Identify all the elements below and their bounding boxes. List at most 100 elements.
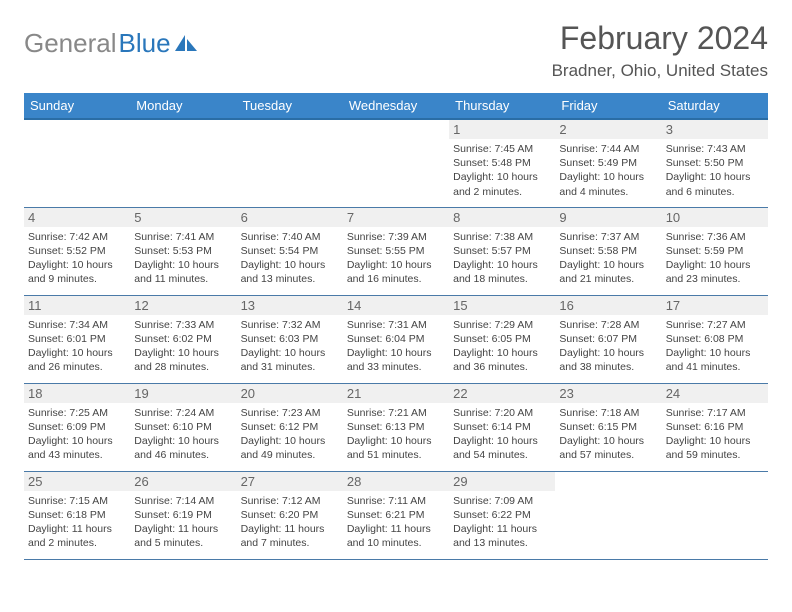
daylight-label: Daylight: 10 hours and 54 minutes. — [453, 434, 551, 462]
calendar-day-cell: 17Sunrise: 7:27 AMSunset: 6:08 PMDayligh… — [662, 295, 768, 383]
calendar-day-cell: 23Sunrise: 7:18 AMSunset: 6:15 PMDayligh… — [555, 383, 661, 471]
calendar-day-cell: 5 Sunrise: 7:41 AMSunset: 5:53 PMDaylight… — [130, 207, 236, 295]
sunset-label: Sunset: 6:05 PM — [453, 332, 551, 346]
day-details: Sunrise: 7:09 AMSunset: 6:22 PMDaylight:… — [453, 494, 551, 551]
sunset-label: Sunset: 5:52 PM — [28, 244, 126, 258]
daylight-label: Daylight: 10 hours and 43 minutes. — [28, 434, 126, 462]
day-details: Sunrise: 7:42 AMSunset: 5:52 PMDaylight:… — [28, 230, 126, 287]
sunset-label: Sunset: 5:54 PM — [241, 244, 339, 258]
calendar-day-cell: 7Sunrise: 7:39 AMSunset: 5:55 PMDaylight… — [343, 207, 449, 295]
sunrise-label: Sunrise: 7:43 AM — [666, 142, 764, 156]
sunset-label: Sunset: 6:08 PM — [666, 332, 764, 346]
calendar-day-cell: 2Sunrise: 7:44 AMSunset: 5:49 PMDaylight… — [555, 119, 661, 207]
calendar-week-row: 18 Sunrise: 7:25 AMSunset: 6:09 PMDayligh… — [24, 383, 768, 471]
calendar-day-cell: 29Sunrise: 7:09 AMSunset: 6:22 PMDayligh… — [449, 471, 555, 559]
day-number: 5 — [130, 208, 236, 227]
calendar-day-cell: 22Sunrise: 7:20 AMSunset: 6:14 PMDayligh… — [449, 383, 555, 471]
sunset-label: Sunset: 6:09 PM — [28, 420, 126, 434]
weekday-header: Wednesday — [343, 93, 449, 119]
calendar-day-cell: 24Sunrise: 7:17 AMSunset: 6:16 PMDayligh… — [662, 383, 768, 471]
calendar-day-cell — [130, 119, 236, 207]
daylight-label: Daylight: 10 hours and 23 minutes. — [666, 258, 764, 286]
calendar-day-cell: 10Sunrise: 7:36 AMSunset: 5:59 PMDayligh… — [662, 207, 768, 295]
sunrise-label: Sunrise: 7:38 AM — [453, 230, 551, 244]
calendar-day-cell: 11 Sunrise: 7:34 AMSunset: 6:01 PMDayligh… — [24, 295, 130, 383]
day-number: 20 — [237, 384, 343, 403]
sunrise-label: Sunrise: 7:29 AM — [453, 318, 551, 332]
daylight-label: Daylight: 10 hours and 4 minutes. — [559, 170, 657, 198]
calendar-day-cell: 20 Sunrise: 7:23 AMSunset: 6:12 PMDayligh… — [237, 383, 343, 471]
daylight-label: Daylight: 10 hours and 51 minutes. — [347, 434, 445, 462]
day-details: Sunrise: 7:44 AMSunset: 5:49 PMDaylight:… — [559, 142, 657, 199]
calendar-day-cell: 21Sunrise: 7:21 AMSunset: 6:13 PMDayligh… — [343, 383, 449, 471]
sunrise-label: Sunrise: 7:28 AM — [559, 318, 657, 332]
day-details: Sunrise: 7:41 AMSunset: 5:53 PMDaylight:… — [134, 230, 232, 287]
calendar-day-cell: 14 Sunrise: 7:31 AMSunset: 6:04 PMDayligh… — [343, 295, 449, 383]
sunset-label: Sunset: 6:07 PM — [559, 332, 657, 346]
day-number: 27 — [237, 472, 343, 491]
day-number: 18 — [24, 384, 130, 403]
day-details: Sunrise: 7:31 AMSunset: 6:04 PMDaylight:… — [347, 318, 445, 375]
calendar-day-cell — [662, 471, 768, 559]
sunrise-label: Sunrise: 7:40 AM — [241, 230, 339, 244]
calendar-day-cell — [237, 119, 343, 207]
sunset-label: Sunset: 6:10 PM — [134, 420, 232, 434]
day-number: 14 — [343, 296, 449, 315]
weekday-header: Thursday — [449, 93, 555, 119]
title-block: February 2024 Bradner, Ohio, United Stat… — [552, 20, 768, 81]
sunrise-label: Sunrise: 7:44 AM — [559, 142, 657, 156]
day-details: Sunrise: 7:18 AMSunset: 6:15 PMDaylight:… — [559, 406, 657, 463]
calendar-day-cell: 27Sunrise: 7:12 AMSunset: 6:20 PMDayligh… — [237, 471, 343, 559]
calendar-day-cell: 9Sunrise: 7:37 AMSunset: 5:58 PMDaylight… — [555, 207, 661, 295]
day-number: 28 — [343, 472, 449, 491]
day-details: Sunrise: 7:25 AMSunset: 6:09 PMDaylight:… — [28, 406, 126, 463]
day-details: Sunrise: 7:43 AMSunset: 5:50 PMDaylight:… — [666, 142, 764, 199]
day-number: 26 — [130, 472, 236, 491]
daylight-label: Daylight: 10 hours and 2 minutes. — [453, 170, 551, 198]
daylight-label: Daylight: 10 hours and 6 minutes. — [666, 170, 764, 198]
day-details: Sunrise: 7:15 AMSunset: 6:18 PMDaylight:… — [28, 494, 126, 551]
sunset-label: Sunset: 6:16 PM — [666, 420, 764, 434]
calendar-table: Sunday Monday Tuesday Wednesday Thursday… — [24, 93, 768, 560]
calendar-week-row: 1Sunrise: 7:45 AMSunset: 5:48 PMDaylight… — [24, 119, 768, 207]
sunset-label: Sunset: 6:18 PM — [28, 508, 126, 522]
sunrise-label: Sunrise: 7:31 AM — [347, 318, 445, 332]
calendar-week-row: 4Sunrise: 7:42 AMSunset: 5:52 PMDaylight… — [24, 207, 768, 295]
daylight-label: Daylight: 10 hours and 28 minutes. — [134, 346, 232, 374]
calendar-day-cell: 19Sunrise: 7:24 AMSunset: 6:10 PMDayligh… — [130, 383, 236, 471]
calendar-day-cell: 4Sunrise: 7:42 AMSunset: 5:52 PMDaylight… — [24, 207, 130, 295]
day-number: 21 — [343, 384, 449, 403]
sunset-label: Sunset: 6:22 PM — [453, 508, 551, 522]
day-details: Sunrise: 7:11 AMSunset: 6:21 PMDaylight:… — [347, 494, 445, 551]
sunset-label: Sunset: 5:59 PM — [666, 244, 764, 258]
sunrise-label: Sunrise: 7:17 AM — [666, 406, 764, 420]
day-number: 1 — [449, 120, 555, 139]
day-details: Sunrise: 7:34 AMSunset: 6:01 PMDaylight:… — [28, 318, 126, 375]
day-details: Sunrise: 7:23 AMSunset: 6:12 PMDaylight:… — [241, 406, 339, 463]
sunrise-label: Sunrise: 7:18 AM — [559, 406, 657, 420]
daylight-label: Daylight: 10 hours and 11 minutes. — [134, 258, 232, 286]
sunrise-label: Sunrise: 7:23 AM — [241, 406, 339, 420]
sunrise-label: Sunrise: 7:36 AM — [666, 230, 764, 244]
daylight-label: Daylight: 11 hours and 5 minutes. — [134, 522, 232, 550]
daylight-label: Daylight: 11 hours and 10 minutes. — [347, 522, 445, 550]
sunrise-label: Sunrise: 7:39 AM — [347, 230, 445, 244]
weekday-header: Tuesday — [237, 93, 343, 119]
day-number: 16 — [555, 296, 661, 315]
sunrise-label: Sunrise: 7:45 AM — [453, 142, 551, 156]
day-details: Sunrise: 7:14 AMSunset: 6:19 PMDaylight:… — [134, 494, 232, 551]
day-details: Sunrise: 7:33 AMSunset: 6:02 PMDaylight:… — [134, 318, 232, 375]
sunrise-label: Sunrise: 7:12 AM — [241, 494, 339, 508]
calendar-day-cell: 16Sunrise: 7:28 AMSunset: 6:07 PMDayligh… — [555, 295, 661, 383]
day-details: Sunrise: 7:40 AMSunset: 5:54 PMDaylight:… — [241, 230, 339, 287]
day-number: 9 — [555, 208, 661, 227]
calendar-day-cell — [555, 471, 661, 559]
day-number: 7 — [343, 208, 449, 227]
sunset-label: Sunset: 5:55 PM — [347, 244, 445, 258]
day-number: 11 — [24, 296, 130, 315]
sunset-label: Sunset: 6:01 PM — [28, 332, 126, 346]
sunset-label: Sunset: 6:12 PM — [241, 420, 339, 434]
day-number: 13 — [237, 296, 343, 315]
sunrise-label: Sunrise: 7:41 AM — [134, 230, 232, 244]
day-details: Sunrise: 7:20 AMSunset: 6:14 PMDaylight:… — [453, 406, 551, 463]
